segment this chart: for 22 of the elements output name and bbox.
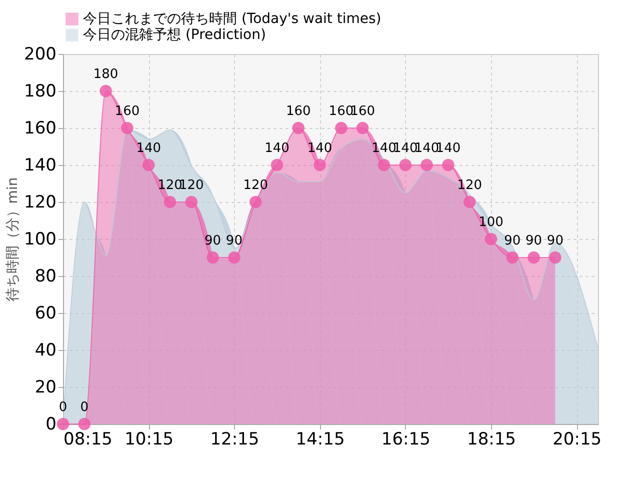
legend-label: 今日の混雑予想 (Prediction) bbox=[83, 27, 266, 43]
y-tick-label: 80 bbox=[34, 266, 56, 286]
y-tick-label: 60 bbox=[34, 304, 56, 324]
y-tick-label: 100 bbox=[24, 230, 56, 250]
y-tick-label: 0 bbox=[46, 414, 56, 434]
y-tick-label: 160 bbox=[24, 118, 56, 138]
y-tick-label: 20 bbox=[34, 378, 56, 398]
x-tick-label: 14:15 bbox=[296, 430, 345, 450]
x-tick-label: 12:15 bbox=[210, 430, 260, 450]
y-tick-label: 120 bbox=[24, 192, 56, 212]
x-tick-label: 18:15 bbox=[467, 430, 516, 450]
y-tick-label: 140 bbox=[24, 156, 56, 176]
x-tick-label: 20:15 bbox=[552, 430, 602, 450]
y-axis-title: 待ち時間（分）min bbox=[5, 177, 22, 302]
y-tick-label: 180 bbox=[24, 82, 56, 102]
x-tick-label: 10:15 bbox=[124, 430, 174, 450]
x-tick-label: 08:15 bbox=[64, 430, 112, 450]
y-tick-label: 200 bbox=[24, 44, 56, 64]
y-tick-label: 40 bbox=[34, 340, 56, 360]
legend-label: 今日これまでの待ち時間 (Today's wait times) bbox=[83, 11, 382, 27]
x-tick-label: 16:15 bbox=[381, 430, 430, 450]
data-label: 180 bbox=[93, 67, 118, 82]
